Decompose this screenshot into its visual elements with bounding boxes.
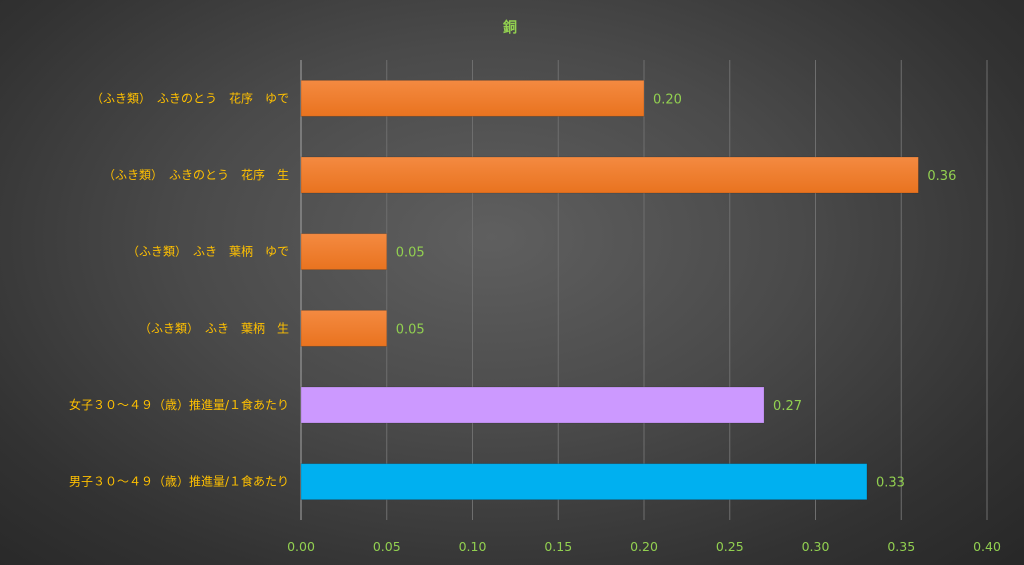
category-label: （ふき類） ふき 葉柄 生 — [139, 321, 289, 335]
x-tick-label: 0.10 — [459, 539, 487, 554]
category-label: （ふき類） ふきのとう 花序 生 — [103, 167, 289, 182]
x-tick-label: 0.20 — [630, 539, 658, 554]
bar — [300, 156, 919, 194]
bar — [300, 309, 388, 347]
x-tick-label: 0.15 — [544, 539, 572, 554]
category-label: （ふき類） ふきのとう 花序 ゆで — [91, 90, 289, 105]
bar — [300, 79, 645, 117]
gridlines — [300, 60, 988, 520]
data-label: 0.05 — [396, 246, 425, 261]
category-label: 男子３０～４９（歳）推進量/１食あたり — [69, 474, 289, 489]
bar — [300, 386, 765, 424]
x-tick-label: 0.00 — [287, 539, 315, 554]
chart-title: 銅 — [503, 19, 517, 36]
category-label: 女子３０～４９（歳）推進量/１食あたり — [69, 397, 289, 412]
x-tick-label: 0.40 — [973, 539, 1001, 554]
x-tick-label: 0.30 — [802, 539, 830, 554]
category-label: （ふき類） ふき 葉柄 ゆで — [127, 245, 289, 259]
x-axis-ticks: 0.00 0.05 0.10 0.15 0.20 0.25 0.30 0.35 0.40 — [287, 539, 1001, 554]
x-tick-label: 0.35 — [887, 539, 915, 554]
category-labels: （ふき類） ふきのとう 花序 ゆで （ふき類） ふきのとう 花序 生 （ふき類） ふ… — [69, 90, 289, 488]
data-labels: 0.20 0.36 0.05 0.05 0.27 0.33 — [396, 92, 957, 490]
data-label: 0.27 — [773, 399, 802, 414]
bar — [300, 463, 868, 501]
bar — [300, 233, 388, 271]
data-label: 0.05 — [396, 322, 425, 337]
data-label: 0.33 — [876, 476, 905, 491]
bars — [300, 79, 919, 501]
data-label: 0.36 — [927, 169, 956, 184]
data-label: 0.20 — [653, 92, 682, 107]
x-tick-label: 0.25 — [716, 539, 744, 554]
x-tick-label: 0.05 — [373, 539, 401, 554]
